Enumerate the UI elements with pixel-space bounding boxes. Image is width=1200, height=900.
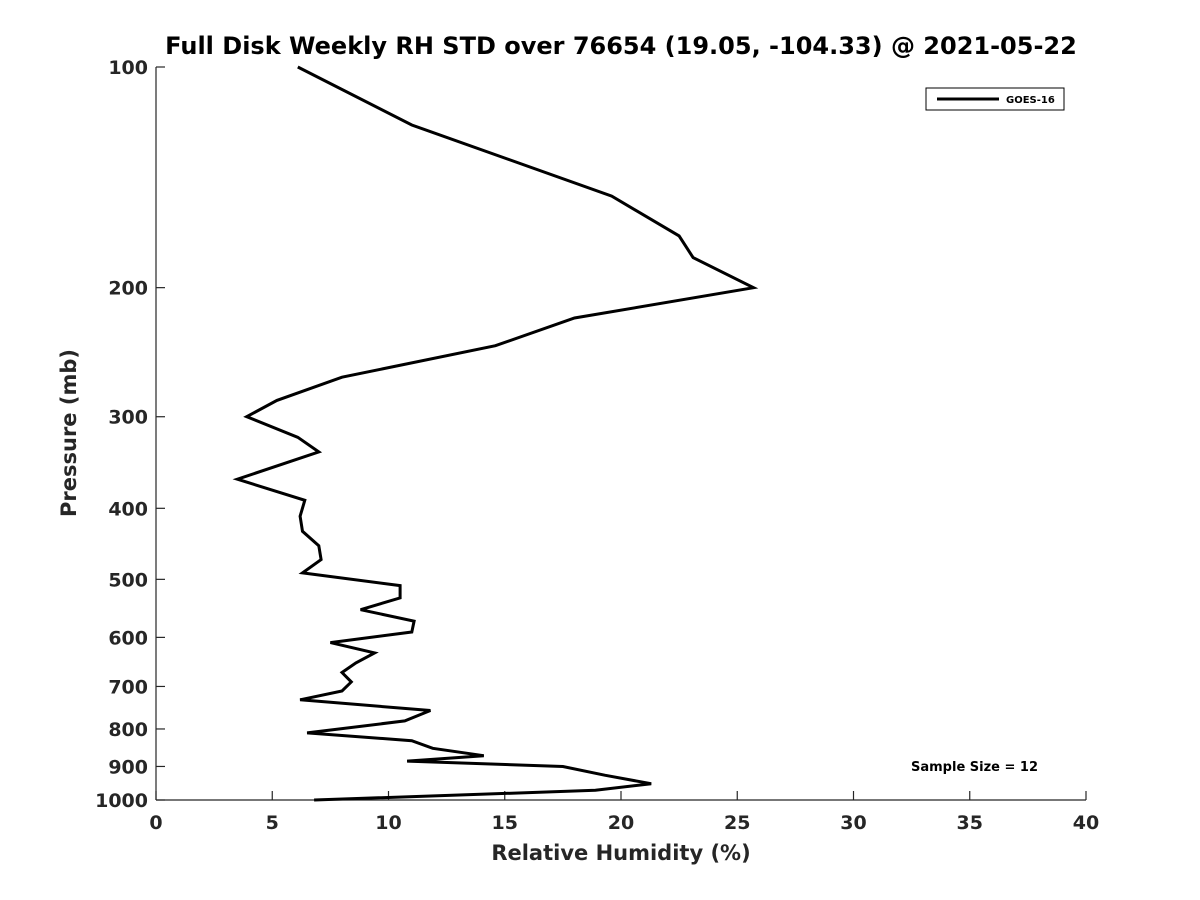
x-tick-label: 20 (608, 812, 634, 834)
y-tick-label: 300 (108, 407, 148, 429)
plot-area: 0 5 10 15 20 25 30 35 40 100 200 300 400 500 600 700 800… (95, 57, 1099, 834)
x-tick-label: 0 (149, 812, 162, 834)
x-tick-label: 35 (957, 812, 983, 834)
y-tick-label: 100 (108, 57, 148, 79)
x-tick-label: 30 (840, 812, 866, 834)
chart-title: Full Disk Weekly RH STD over 76654 (19.0… (165, 32, 1077, 60)
x-tick-label: 40 (1073, 812, 1099, 834)
series-line (232, 65, 759, 802)
y-tick-label: 200 (108, 278, 148, 300)
sample-size-annotation: Sample Size = 12 (911, 760, 1038, 775)
y-tick-label: 600 (108, 627, 148, 649)
x-tick-label: 5 (266, 812, 279, 834)
y-tick-label: 1000 (95, 790, 148, 812)
y-tick-label: 700 (108, 676, 148, 698)
x-tick-label: 10 (375, 812, 401, 834)
y-axis-label: Pressure (mb) (57, 349, 81, 517)
legend-label: GOES-16 (1006, 95, 1055, 106)
y-tick-label: 900 (108, 756, 148, 778)
y-tick-label: 400 (108, 498, 148, 520)
y-tick-label: 500 (108, 569, 148, 591)
x-tick-label: 25 (724, 812, 750, 834)
legend: GOES-16 (925, 87, 1065, 111)
x-tick-label: 15 (492, 812, 518, 834)
y-tick-label: 800 (108, 719, 148, 741)
x-axis-label: Relative Humidity (%) (491, 841, 750, 865)
